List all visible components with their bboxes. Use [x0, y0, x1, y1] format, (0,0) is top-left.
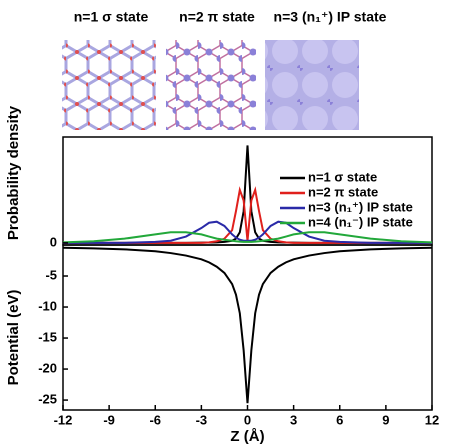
legend-label: n=2 π state [308, 184, 378, 199]
y-tick-label: -15 [38, 329, 57, 344]
image-title: n=1 σ state [74, 9, 149, 25]
plot-frame [63, 245, 432, 410]
x-axis-title: Z (Å) [230, 428, 264, 445]
ip-state-image [265, 40, 359, 130]
x-tick-label: 3 [290, 412, 297, 427]
x-tick-label: 12 [425, 412, 439, 427]
x-tick-label: -3 [196, 412, 208, 427]
y-axis-title: Potential (eV) [5, 290, 22, 386]
legend-label: n=4 (n₁⁻) IP state [308, 214, 413, 229]
y-tick-label: -10 [38, 298, 57, 313]
x-tick-label: -9 [103, 412, 115, 427]
x-tick-label: 0 [244, 412, 251, 427]
x-tick-label: 6 [336, 412, 343, 427]
y-axis-title: Probability density [5, 105, 22, 240]
x-tick-label: 9 [382, 412, 389, 427]
image-title: n=2 π state [179, 9, 255, 25]
legend-label: n=1 σ state [308, 169, 377, 184]
sigma-state-image [62, 40, 156, 130]
series-line [63, 248, 432, 403]
x-tick-label: -12 [54, 412, 73, 427]
y-tick-label: 0 [50, 234, 57, 249]
y-tick-label: -25 [38, 392, 57, 407]
image-title: n=3 (n₁⁺) IP state [274, 9, 387, 25]
legend-label: n=3 (n₁⁺) IP state [308, 199, 413, 214]
y-tick-label: -20 [38, 360, 57, 375]
x-tick-label: -6 [149, 412, 161, 427]
y-tick-label: -5 [45, 267, 57, 282]
pi-state-image [166, 40, 256, 130]
figure: n=1 σ state n=2 π state n=3 (n₁⁺) IP sta… [0, 0, 462, 445]
